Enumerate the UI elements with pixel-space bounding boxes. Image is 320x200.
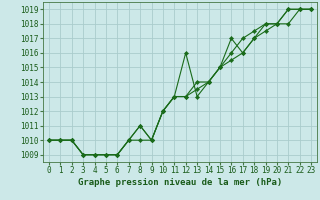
X-axis label: Graphe pression niveau de la mer (hPa): Graphe pression niveau de la mer (hPa)	[78, 178, 282, 187]
